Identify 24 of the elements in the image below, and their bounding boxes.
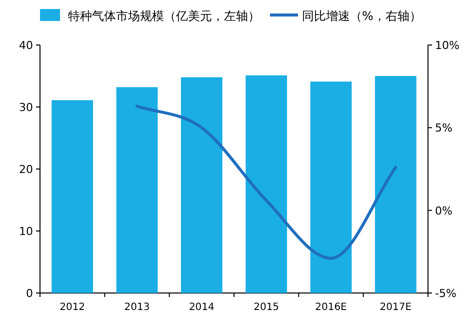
x-tick-label: 2016E	[315, 302, 347, 313]
x-tick-label: 2015	[254, 302, 280, 313]
x-tick-label: 2014	[188, 302, 214, 313]
x-tick-label: 2017E	[380, 302, 412, 313]
line-series	[136, 104, 398, 260]
y-tick-label: 20	[19, 163, 33, 176]
bar	[180, 77, 222, 293]
bar	[246, 75, 288, 293]
y2-tick-label: 0%	[435, 204, 452, 218]
x-tick-label: 2012	[60, 302, 86, 313]
y-tick-label: 10	[19, 225, 33, 238]
legend-label: 特种气体市场规模（亿美元，左轴）	[68, 9, 260, 23]
legend-label: 同比增速（%，右轴）	[302, 9, 422, 23]
y-tick-label: 40	[19, 39, 33, 52]
y2-tick-label: 10%	[435, 39, 460, 52]
x-tick-label: 2013	[124, 302, 150, 313]
y2-tick-label: 5%	[435, 122, 452, 135]
y-tick-label: 0	[26, 287, 33, 300]
bar	[310, 82, 352, 293]
bar	[374, 76, 416, 293]
bar	[116, 87, 158, 293]
y2-tick-label: -5%	[435, 287, 456, 300]
bar	[52, 100, 94, 293]
y-tick-label: 30	[19, 101, 33, 114]
